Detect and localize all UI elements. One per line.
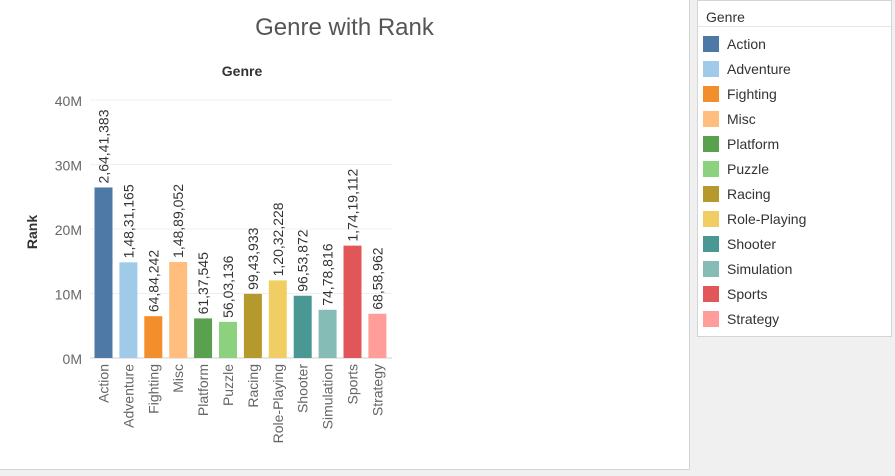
legend-label: Role-Playing xyxy=(727,210,807,227)
bar-value-label: 1,74,19,112 xyxy=(345,169,361,242)
legend-item[interactable]: Puzzle xyxy=(698,156,891,181)
legend-swatch xyxy=(703,260,719,277)
x-tick-label: Adventure xyxy=(120,364,136,428)
legend-label: Sports xyxy=(727,285,768,302)
legend-swatch xyxy=(703,285,719,302)
legend-swatch xyxy=(703,60,719,77)
x-tick-label: Shooter xyxy=(295,364,311,413)
bar-role-playing xyxy=(268,280,287,358)
legend-label: Strategy xyxy=(727,310,780,327)
legend-title: Genre xyxy=(698,1,891,27)
legend-label: Action xyxy=(727,35,766,52)
legend-swatch xyxy=(703,210,719,227)
bar-adventure xyxy=(119,262,138,358)
legend-swatch xyxy=(703,135,719,152)
bar-sports xyxy=(343,245,362,358)
bar-value-label: 96,53,872 xyxy=(295,229,311,291)
legend-label: Puzzle xyxy=(727,160,770,177)
legend-item[interactable]: Misc xyxy=(698,106,891,131)
x-tick-label: Strategy xyxy=(369,364,385,416)
legend-item[interactable]: Simulation xyxy=(698,256,891,281)
legend-item[interactable]: Adventure xyxy=(698,56,891,81)
bar-racing xyxy=(243,293,262,358)
bar-action xyxy=(94,187,113,358)
chart-title: Genre with Rank xyxy=(255,14,434,41)
bar-platform xyxy=(194,318,213,358)
legend-item[interactable]: Sports xyxy=(698,281,891,306)
bar-value-label: 1,48,89,052 xyxy=(170,184,186,258)
legend-swatch xyxy=(703,185,719,202)
bar-value-label: 1,20,32,228 xyxy=(270,202,286,276)
legend-item[interactable]: Role-Playing xyxy=(698,206,891,231)
legend-swatch xyxy=(703,35,719,52)
legend-item[interactable]: Racing xyxy=(698,181,891,206)
x-tick-label: Fighting xyxy=(145,364,161,414)
legend-swatch xyxy=(703,235,719,252)
legend-items: Action Adventure Fighting Misc Platform Puzzl… xyxy=(698,27,891,331)
bar-value-label: 68,58,962 xyxy=(369,247,385,309)
legend-label: Fighting xyxy=(727,85,777,102)
bar-misc xyxy=(169,261,188,358)
bar-value-label: 64,84,242 xyxy=(145,250,161,312)
x-tick-label: Puzzle xyxy=(220,364,236,406)
legend-item[interactable]: Strategy xyxy=(698,306,891,331)
y-tick-label: 0M xyxy=(63,351,82,367)
bar-value-label: 99,43,933 xyxy=(245,227,261,289)
legend-label: Adventure xyxy=(727,60,791,77)
legend-item[interactable]: Shooter xyxy=(698,231,891,256)
legend-swatch xyxy=(703,85,719,102)
legend-label: Misc xyxy=(727,110,756,127)
y-tick-label: 30M xyxy=(55,158,82,174)
bar-value-label: 61,37,545 xyxy=(195,252,211,314)
column-header-label: Genre xyxy=(221,63,263,79)
legend-swatch xyxy=(703,310,719,327)
bar-shooter xyxy=(293,295,312,358)
x-tick-label: Misc xyxy=(170,364,186,393)
bar-simulation xyxy=(318,309,337,358)
y-tick-label: 40M xyxy=(55,93,82,109)
bar-chart-plot: 0M 10M 20M 30M 40M 2,64,41,383 Action 1,48,31,1… xyxy=(55,93,392,443)
chart-canvas: Genre with Rank Genre Rank 0M 10M 20M 30M 40… xyxy=(0,0,690,470)
bar-fighting xyxy=(144,316,163,358)
x-tick-label: Action xyxy=(96,364,112,403)
y-tick-label: 20M xyxy=(55,222,82,238)
bar-puzzle xyxy=(219,321,237,358)
bar-value-label: 1,48,31,165 xyxy=(120,184,136,258)
legend-label: Simulation xyxy=(727,260,793,277)
legend-label: Platform xyxy=(727,135,780,152)
bar-value-label: 74,78,816 xyxy=(320,243,336,305)
legend-item[interactable]: Fighting xyxy=(698,81,891,106)
legend-swatch xyxy=(703,160,719,177)
y-tick-label: 10M xyxy=(55,287,82,303)
legend-label: Shooter xyxy=(727,235,777,252)
bar-value-label: 56,03,136 xyxy=(220,255,236,317)
x-tick-label: Platform xyxy=(195,364,211,416)
x-tick-label: Racing xyxy=(245,364,261,408)
legend-label: Racing xyxy=(727,185,771,202)
legend-item[interactable]: Action xyxy=(698,31,891,56)
x-tick-label: Sports xyxy=(345,364,361,404)
legend-swatch xyxy=(703,110,719,127)
x-tick-label: Role-Playing xyxy=(270,364,286,443)
legend-panel: Genre Action Adventure Fighting Misc Platfor… xyxy=(697,0,892,337)
x-tick-label: Simulation xyxy=(320,364,336,429)
legend-item[interactable]: Platform xyxy=(698,131,891,156)
bar-value-label: 2,64,41,383 xyxy=(96,109,112,183)
bar-strategy xyxy=(368,313,387,358)
